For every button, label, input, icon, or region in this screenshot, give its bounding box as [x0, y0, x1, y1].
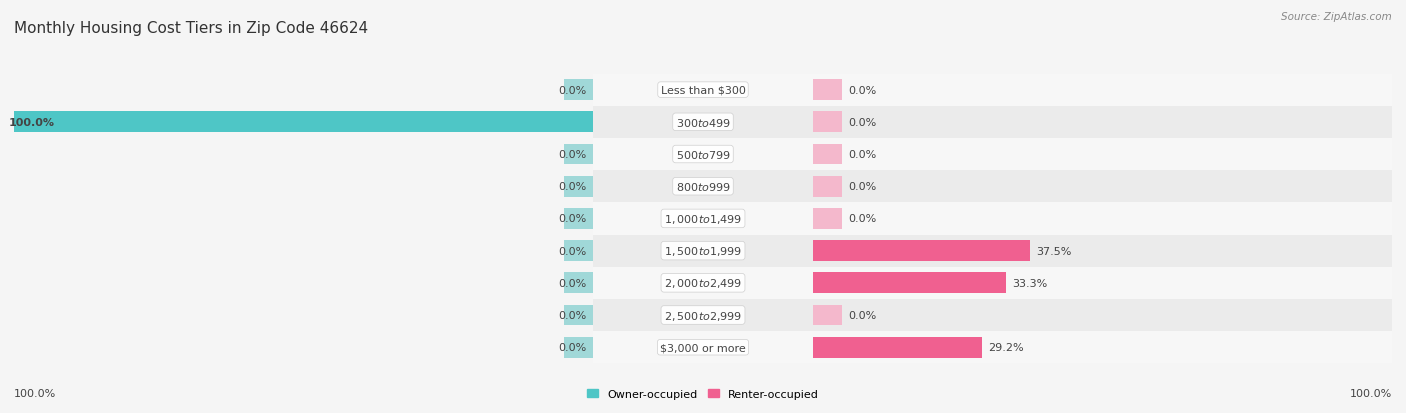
Legend: Owner-occupied, Renter-occupied: Owner-occupied, Renter-occupied	[582, 385, 824, 404]
Text: 33.3%: 33.3%	[1012, 278, 1047, 288]
Text: 0.0%: 0.0%	[848, 85, 876, 95]
Bar	[564, 305, 593, 326]
Bar	[593, 331, 813, 363]
Text: 0.0%: 0.0%	[558, 85, 586, 95]
Bar	[14, 112, 593, 133]
Bar	[813, 209, 842, 229]
Bar	[813, 240, 1031, 261]
Bar	[564, 273, 593, 294]
Bar	[813, 80, 842, 101]
Bar	[564, 144, 593, 165]
Text: $300 to $499: $300 to $499	[675, 116, 731, 128]
Bar	[593, 171, 1171, 203]
Bar	[564, 176, 593, 197]
Text: Source: ZipAtlas.com: Source: ZipAtlas.com	[1281, 12, 1392, 22]
Text: $1,000 to $1,499: $1,000 to $1,499	[664, 212, 742, 225]
Text: 100.0%: 100.0%	[14, 388, 56, 398]
Bar	[564, 209, 593, 229]
Bar	[593, 299, 813, 331]
Bar	[593, 107, 813, 139]
Bar	[813, 144, 842, 165]
Bar	[593, 203, 813, 235]
Text: 37.5%: 37.5%	[1036, 246, 1071, 256]
Text: 0.0%: 0.0%	[558, 342, 586, 352]
Bar	[813, 139, 1392, 171]
Bar	[564, 240, 593, 261]
Bar	[593, 171, 813, 203]
Bar	[593, 139, 1171, 171]
Bar	[813, 267, 1392, 299]
Bar	[593, 107, 1171, 139]
Bar	[813, 305, 842, 326]
Bar	[813, 74, 1392, 107]
Text: 29.2%: 29.2%	[988, 342, 1024, 352]
Bar	[813, 107, 1392, 139]
Bar	[593, 331, 1171, 363]
Bar	[593, 235, 1171, 267]
Text: $2,500 to $2,999: $2,500 to $2,999	[664, 309, 742, 322]
Text: 0.0%: 0.0%	[558, 310, 586, 320]
Bar	[593, 299, 1171, 331]
Bar	[813, 337, 983, 358]
Text: 0.0%: 0.0%	[558, 182, 586, 192]
Bar	[564, 80, 593, 101]
Text: Monthly Housing Cost Tiers in Zip Code 46624: Monthly Housing Cost Tiers in Zip Code 4…	[14, 21, 368, 36]
Text: 0.0%: 0.0%	[848, 310, 876, 320]
Bar	[593, 74, 1171, 107]
Text: $3,000 or more: $3,000 or more	[661, 342, 745, 352]
Text: 0.0%: 0.0%	[558, 246, 586, 256]
Text: 0.0%: 0.0%	[558, 214, 586, 224]
Text: $500 to $799: $500 to $799	[675, 149, 731, 161]
Bar	[813, 176, 842, 197]
Text: 0.0%: 0.0%	[558, 150, 586, 160]
Bar	[813, 331, 1392, 363]
Text: 0.0%: 0.0%	[848, 150, 876, 160]
Bar	[813, 171, 1392, 203]
Bar	[593, 74, 813, 107]
Text: 100.0%: 100.0%	[8, 118, 55, 128]
Text: Less than $300: Less than $300	[661, 85, 745, 95]
Text: $1,500 to $1,999: $1,500 to $1,999	[664, 244, 742, 257]
Bar	[593, 235, 813, 267]
Text: 0.0%: 0.0%	[848, 118, 876, 128]
Text: $800 to $999: $800 to $999	[675, 181, 731, 193]
Bar	[593, 139, 813, 171]
Text: 100.0%: 100.0%	[1350, 388, 1392, 398]
Bar	[813, 203, 1392, 235]
Bar	[813, 235, 1392, 267]
Text: 0.0%: 0.0%	[848, 214, 876, 224]
Text: 0.0%: 0.0%	[558, 278, 586, 288]
Bar	[593, 203, 1171, 235]
Bar	[813, 112, 842, 133]
Text: 0.0%: 0.0%	[848, 182, 876, 192]
Bar	[593, 267, 813, 299]
Bar	[813, 273, 1005, 294]
Bar	[593, 267, 1171, 299]
Bar	[813, 299, 1392, 331]
Text: $2,000 to $2,499: $2,000 to $2,499	[664, 277, 742, 290]
Bar	[564, 337, 593, 358]
